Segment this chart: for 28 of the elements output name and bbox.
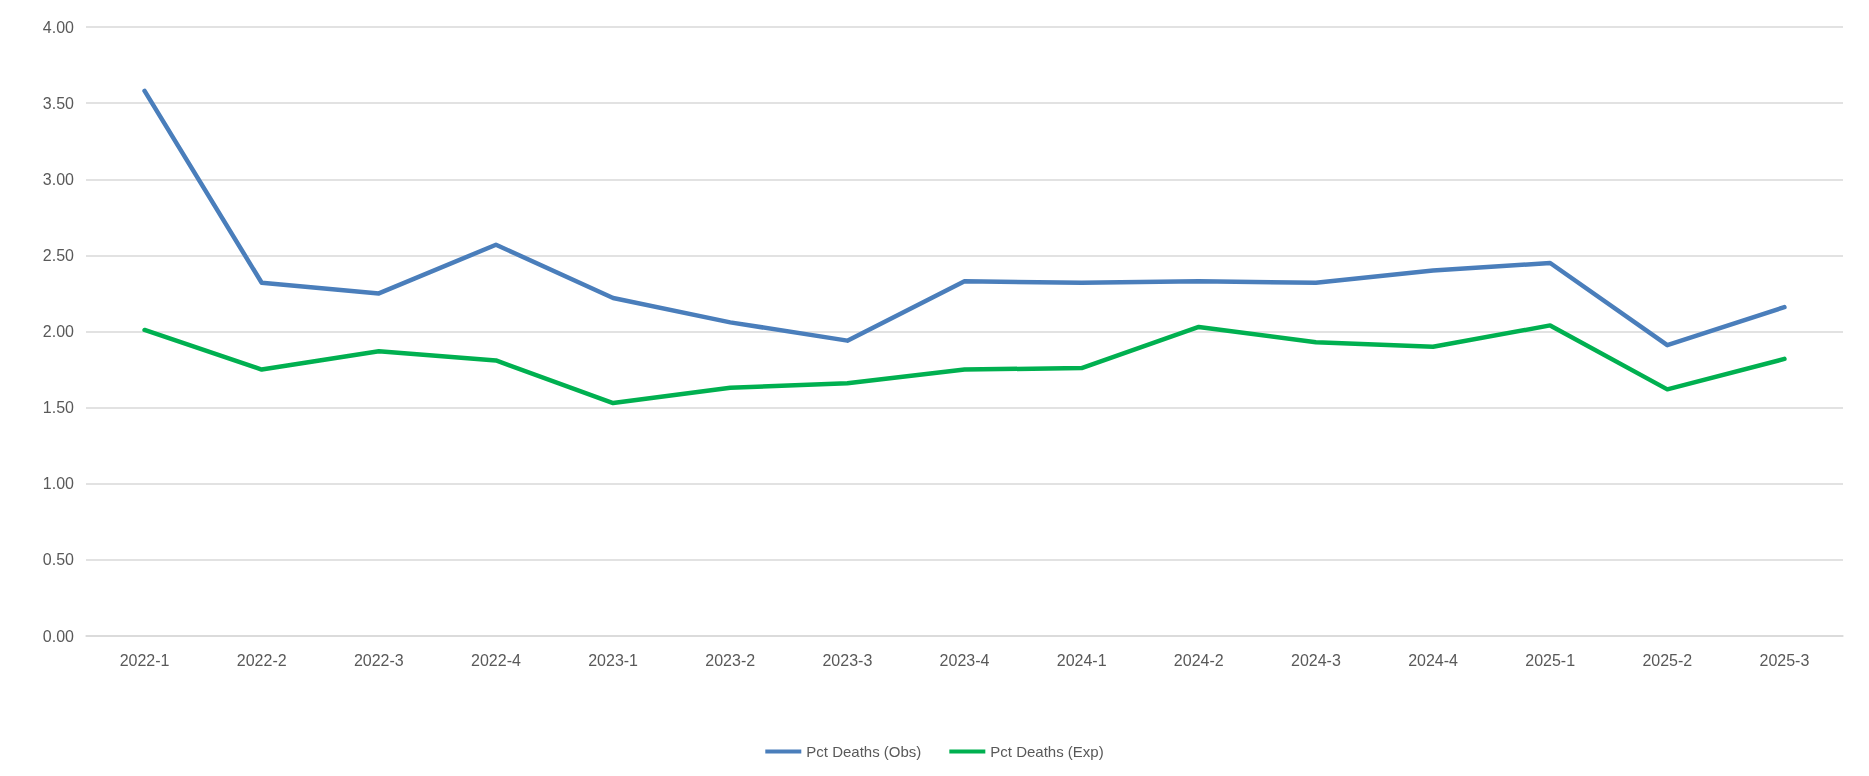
x-tick-label: 2023-3: [822, 651, 873, 669]
x-tick-label: 2023-4: [939, 651, 990, 669]
line-series: [142, 88, 1787, 348]
x-tick-label: 2022-4: [471, 651, 521, 669]
x-tick-label: 2025-2: [1642, 651, 1693, 669]
x-tick-label: 2024-4: [1408, 651, 1459, 669]
x-tick-label: 2023-2: [705, 651, 756, 669]
x-tick-label: 2024-1: [1056, 651, 1107, 669]
y-tick-label: 2.00: [42, 323, 75, 340]
x-tick-label: 2025-3: [1759, 651, 1810, 669]
line-series: [142, 323, 1787, 406]
x-tick-label: 2024-2: [1173, 651, 1224, 669]
y-tick-label: 1.00: [42, 475, 75, 493]
x-tick-label: 2025-1: [1525, 651, 1576, 669]
x-tick-label: 2022-2: [236, 651, 287, 669]
x-tick-label: 2022-3: [353, 651, 404, 669]
x-tick-label: 2024-3: [1290, 651, 1341, 669]
y-tick-label: 1.50: [42, 399, 75, 417]
y-tick-label: 0.00: [42, 627, 75, 645]
y-tick-label: 2.50: [42, 246, 75, 264]
y-tick-label: 3.50: [42, 94, 75, 112]
legend-label: Pct Deaths (Obs): [806, 743, 922, 760]
legend-label: Pct Deaths (Exp): [990, 743, 1104, 760]
y-tick-label: 0.50: [42, 551, 75, 569]
x-tick-label: 2022-1: [119, 651, 170, 669]
y-tick-label: 4.00: [42, 18, 75, 36]
y-tick-label: 3.00: [42, 170, 75, 188]
x-tick-label: 2023-1: [588, 651, 639, 669]
